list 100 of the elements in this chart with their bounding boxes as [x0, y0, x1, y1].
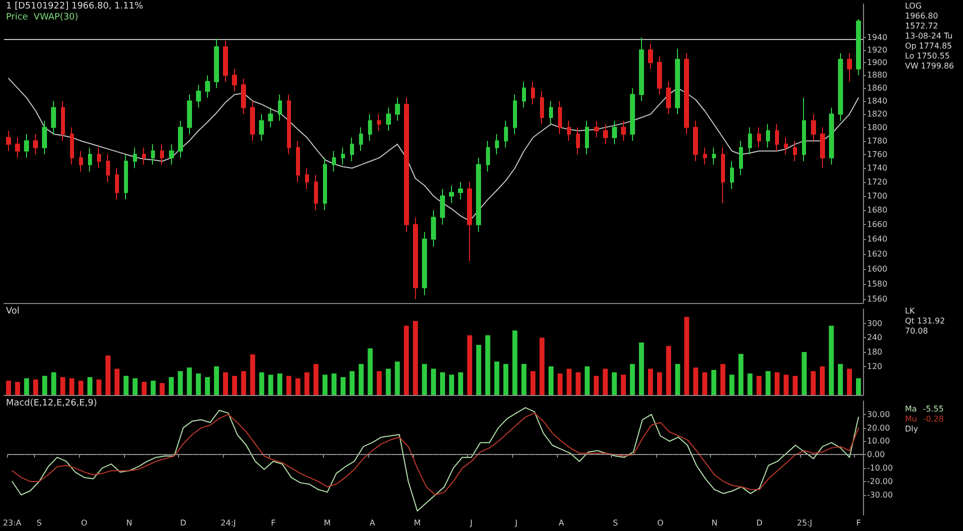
bar: [684, 316, 690, 395]
candlestick: [730, 160, 734, 190]
bar: [277, 374, 282, 395]
bar: [232, 376, 238, 395]
x-tick-label: 25:J: [796, 518, 812, 528]
y-tick-label: 1940: [867, 33, 888, 42]
y-tick-label: 1800: [867, 122, 888, 132]
x-tick-label: F: [856, 518, 862, 528]
text: LOG: [905, 2, 922, 10]
bar: [476, 344, 482, 395]
candlestick: [449, 184, 454, 204]
y-tick-label: 1840: [867, 96, 888, 106]
y-tick-label: 1860: [867, 84, 888, 93]
candlestick: [811, 114, 816, 142]
y-tick-label: 1780: [867, 136, 888, 146]
candlestick: [314, 174, 318, 211]
candlestick: [332, 150, 336, 172]
y-tick-label: 240: [867, 333, 882, 342]
bar: [114, 368, 120, 395]
candlestick: [666, 81, 671, 115]
x-tick-label: O: [81, 518, 88, 528]
candlestick: [838, 52, 843, 122]
bar: [241, 371, 246, 395]
x-tick-label: M: [414, 518, 421, 528]
bar: [657, 372, 662, 395]
x-tick-label: 24:J: [220, 518, 236, 528]
candlestick: [70, 126, 74, 166]
bar: [160, 383, 165, 395]
bar: [711, 370, 716, 395]
candlestick: [513, 94, 517, 135]
candlestick: [6, 130, 11, 152]
bar: [87, 377, 92, 395]
bar: [720, 364, 726, 395]
bar: [458, 372, 464, 395]
bar: [295, 378, 300, 395]
chart-title: 1 [D5101922] 1966.80, 1.11%: [6, 2, 144, 12]
bar: [178, 371, 183, 395]
y-tick-label: 180: [867, 348, 882, 356]
bar: [286, 376, 292, 395]
y-tick-label: 1740: [867, 164, 888, 173]
x-tick-label: S: [36, 518, 42, 528]
bar: [168, 377, 174, 395]
bar: [540, 338, 544, 395]
x-tick-label: N: [126, 518, 132, 528]
y-tick-label: 1900: [867, 58, 888, 68]
text: Op 1774.85: [905, 42, 952, 50]
bar: [666, 346, 672, 395]
bar: [186, 368, 192, 395]
bar: [638, 342, 644, 395]
bar: [322, 374, 328, 395]
candlestick: [24, 134, 29, 158]
bar: [60, 377, 66, 395]
x-tick-label: O: [657, 518, 664, 528]
bar: [394, 362, 400, 395]
bar: [766, 371, 771, 395]
candlestick: [305, 168, 309, 190]
candlestick: [757, 126, 761, 148]
candlestick: [386, 107, 391, 132]
candlestick: [856, 18, 861, 76]
bar: [792, 376, 798, 395]
y-tick-label: 1600: [867, 264, 888, 274]
candlestick: [467, 181, 472, 262]
candlestick: [178, 120, 183, 158]
bar: [820, 366, 825, 395]
bar: [204, 377, 210, 395]
candlestick: [223, 40, 228, 82]
candlestick: [576, 126, 580, 155]
bar: [648, 368, 653, 395]
line-series: [12, 412, 859, 496]
bar: [530, 371, 536, 395]
bar: [467, 335, 472, 395]
y-tick-label: 300: [867, 318, 882, 328]
y-tick-label: 1680: [867, 206, 888, 215]
candlestick: [440, 188, 445, 226]
candlestick: [621, 120, 626, 142]
bar: [747, 374, 752, 395]
candlestick: [540, 90, 544, 125]
candlestick: [531, 81, 535, 105]
x-tick-label: N: [711, 518, 718, 528]
candlestick: [630, 88, 635, 142]
y-tick-label: 1820: [867, 110, 888, 119]
candlestick: [413, 216, 418, 300]
text: 1572.72: [905, 22, 938, 30]
bar: [196, 374, 201, 395]
chart-title: Macd(E,12,E,26,E,9): [6, 398, 97, 408]
bar: [431, 368, 436, 395]
y-tick-label: 1720: [867, 177, 888, 186]
bar: [214, 366, 219, 395]
candlestick: [648, 43, 653, 70]
bar: [738, 354, 744, 395]
candlestick: [33, 134, 38, 155]
bar: [268, 374, 274, 395]
candlestick: [377, 114, 381, 132]
x-tick-label: A: [370, 518, 376, 528]
x-tick-label: J: [469, 518, 473, 528]
candlestick: [51, 100, 56, 135]
candlestick: [268, 107, 273, 128]
bar: [566, 368, 572, 395]
bar: [51, 372, 56, 395]
candlestick: [594, 120, 599, 138]
